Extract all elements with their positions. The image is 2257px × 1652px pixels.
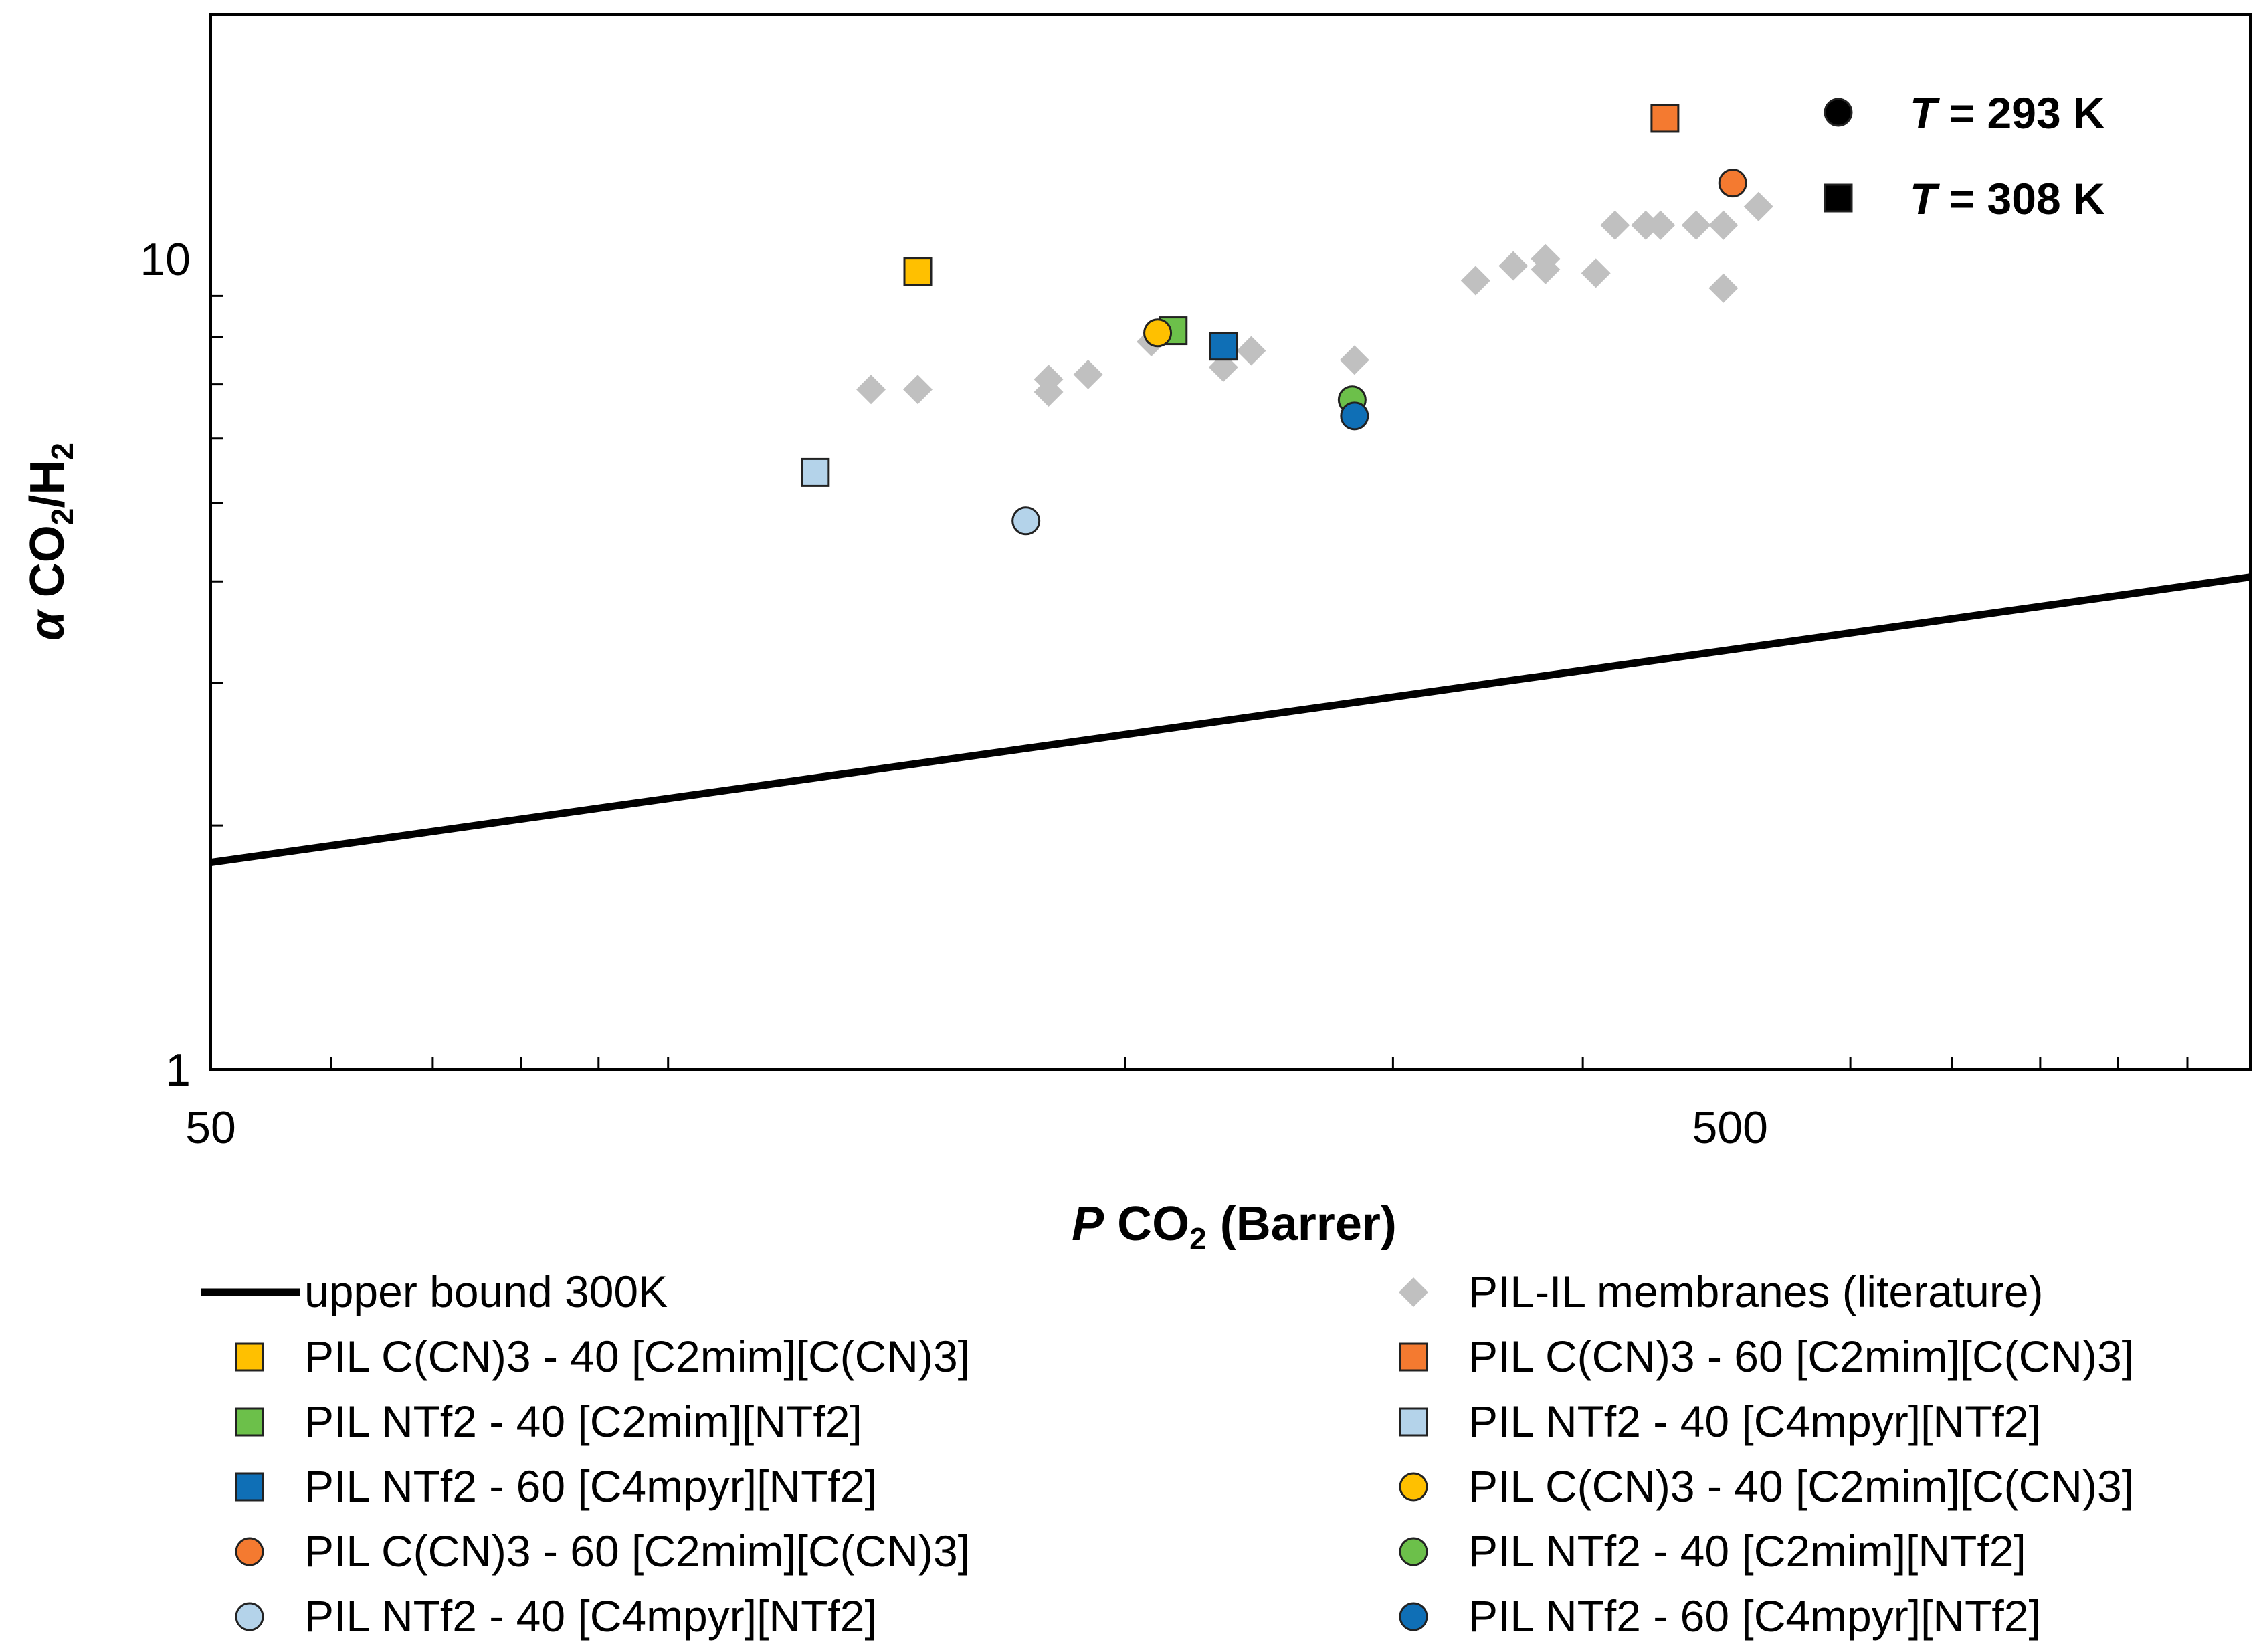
temperature-key: T = 293 KT = 308 K [1824, 88, 2105, 223]
legend-square-marker [1399, 1342, 1428, 1372]
series-circle-point [1340, 401, 1369, 431]
literature-point [1646, 210, 1676, 240]
temp-key-value: = 308 K [1937, 174, 2105, 223]
temp-key-symbol: T [1910, 174, 1940, 223]
literature-point [1531, 243, 1561, 274]
literature-point [1708, 210, 1739, 240]
legend-label: PIL-IL membranes (literature) [1468, 1267, 2044, 1316]
legend-label: PIL NTf2 - 60 [C4mpyr][NTf2] [1468, 1591, 2041, 1641]
literature-point [1743, 191, 1773, 221]
legend-label: PIL C(CN)3 - 40 [C2mim][C(CN)3] [1468, 1461, 2134, 1511]
legend-label: PIL C(CN)3 - 60 [C2mim][C(CN)3] [1468, 1332, 2134, 1381]
temp-key-circle-marker [1824, 98, 1853, 127]
legend-square-marker [235, 1407, 264, 1437]
tick-labels: 50 500 1 10 [140, 234, 1768, 1153]
series-square-point [1209, 332, 1238, 361]
y-axis-title-sub2: 2 [45, 443, 80, 460]
y-axis-title-sub: 2 [45, 508, 80, 526]
legend-square-marker [235, 1342, 264, 1372]
literature-point [903, 375, 933, 405]
temp-key-label: T = 293 K [1910, 88, 2105, 138]
literature-point [1034, 365, 1064, 395]
x-tick-label: 500 [1692, 1102, 1768, 1153]
legend-circle-marker [1399, 1602, 1428, 1631]
literature-point [1073, 359, 1103, 389]
series-square-point [903, 257, 933, 286]
literature-point [1681, 210, 1711, 240]
x-axis-title-italic: P [1072, 1197, 1104, 1251]
temp-key-square-marker [1824, 183, 1853, 213]
legend-label: PIL C(CN)3 - 60 [C2mim][C(CN)3] [304, 1526, 970, 1576]
x-axis-title-sub: 2 [1189, 1221, 1207, 1256]
x-axis-title: P CO2 (Barrer) [1072, 1197, 1397, 1256]
series-circle-point [1718, 169, 1747, 198]
series-square-point [1650, 104, 1680, 133]
series-points [801, 104, 1747, 536]
temp-key-value: = 293 K [1937, 88, 2105, 138]
plot-frame [209, 13, 2252, 1071]
y-axis-title-mid: /H [21, 460, 74, 508]
series-circle-point [1143, 318, 1173, 348]
literature-point [1498, 251, 1529, 281]
legend-label: upper bound 300K [304, 1267, 668, 1316]
legend-label: PIL NTf2 - 40 [C4mpyr][NTf2] [1468, 1397, 2041, 1446]
upper-bound-line [210, 573, 2251, 867]
y-axis-title-italic: α [21, 609, 74, 641]
legend-literature-marker [1399, 1277, 1428, 1307]
legend-label: PIL C(CN)3 - 40 [C2mim][C(CN)3] [304, 1332, 970, 1381]
literature-point [856, 375, 886, 405]
y-axis-title-main: CO [21, 525, 74, 611]
x-axis-title-main: CO [1104, 1197, 1189, 1251]
legend-label: PIL NTf2 - 40 [C2mim][NTf2] [304, 1397, 862, 1446]
literature-point [1631, 210, 1661, 240]
literature-point [1339, 345, 1369, 375]
x-tick-label: 50 [185, 1102, 236, 1153]
legend-circle-marker [235, 1537, 264, 1566]
legend-square-marker [1399, 1407, 1428, 1437]
legend-label: PIL NTf2 - 40 [C2mim][NTf2] [1468, 1526, 2026, 1576]
x-axis-title-tail: (Barrer) [1207, 1197, 1397, 1251]
minor-ticks [211, 294, 2189, 1069]
series-square-point [801, 457, 830, 487]
y-axis-title: α CO2/H2 [21, 443, 80, 641]
upper-bound-layer [210, 573, 2251, 867]
legend-circle-marker [1399, 1472, 1428, 1502]
legend-square-marker [235, 1472, 264, 1502]
literature-point [1708, 273, 1739, 303]
legend-circle-marker [235, 1602, 264, 1631]
series-circle-point [1011, 506, 1041, 536]
legend-circle-marker [1399, 1537, 1428, 1566]
literature-point [1460, 266, 1490, 296]
legend: upper bound 300K PIL C(CN)3 - 40 [C2mim][… [201, 1267, 2134, 1641]
y-tick-label: 1 [165, 1045, 191, 1096]
literature-point [1600, 210, 1630, 240]
literature-point [1236, 336, 1266, 366]
temp-key-symbol: T [1910, 88, 1940, 138]
temp-key-label: T = 308 K [1910, 174, 2105, 223]
y-tick-label: 10 [140, 234, 191, 285]
legend-label: PIL NTf2 - 40 [C4mpyr][NTf2] [304, 1591, 877, 1641]
literature-point [1581, 258, 1611, 288]
legend-label: PIL NTf2 - 60 [C4mpyr][NTf2] [304, 1461, 877, 1511]
literature-points [856, 191, 1773, 407]
